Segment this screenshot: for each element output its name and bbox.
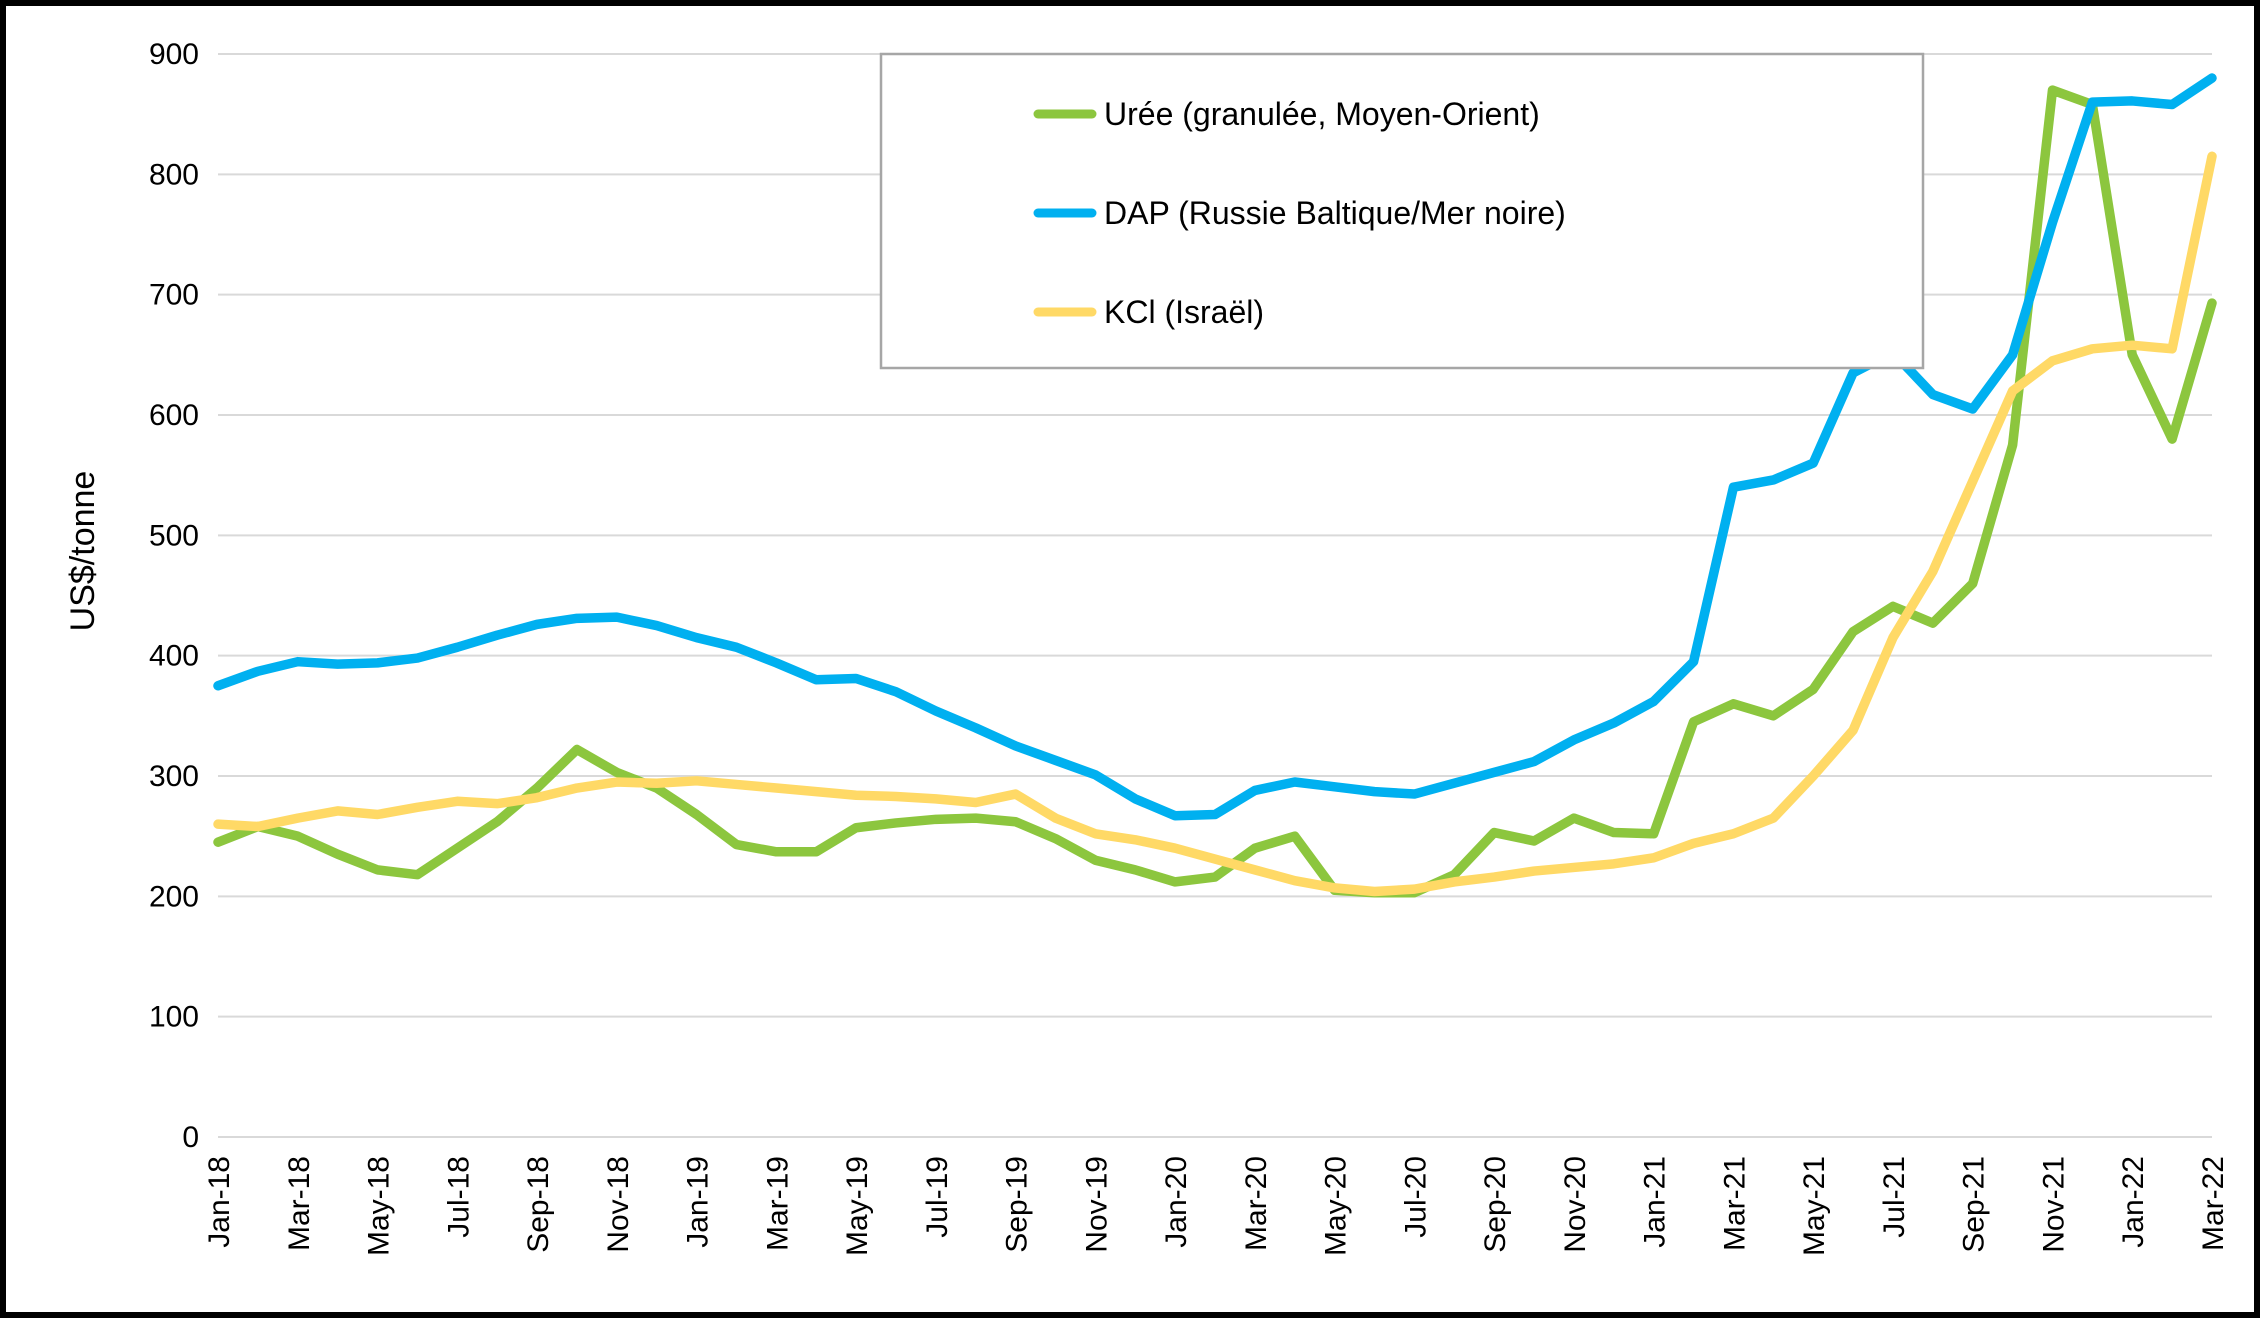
y-tick-label: 200	[149, 880, 199, 913]
x-tick-label: Mar-22	[2197, 1156, 2230, 1251]
series-line-kcl-isra-l[interactable]	[213, 151, 2217, 897]
x-tick-label: May-19	[841, 1156, 874, 1256]
legend-item-ur-e-granul-e-moyen-orient[interactable]: Urée (granulée, Moyen-Orient)	[1033, 96, 1540, 132]
x-tick-label: Mar-19	[761, 1156, 794, 1251]
legend-item-dap-russie-baltique-mer-noire[interactable]: DAP (Russie Baltique/Mer noire)	[1033, 195, 1566, 231]
x-tick-label: Mar-21	[1718, 1156, 1751, 1251]
x-tick-label: Jul-21	[1878, 1156, 1911, 1238]
legend-label-dap-russie-baltique-mer-noire: DAP (Russie Baltique/Mer noire)	[1104, 195, 1566, 231]
y-tick-label: 300	[149, 760, 199, 793]
x-tick-label: Nov-18	[602, 1156, 635, 1253]
x-tick-label: Sep-18	[522, 1156, 555, 1253]
x-tick-label: Jan-20	[1160, 1156, 1193, 1248]
series-line-ur-e-granul-e-moyen-orient[interactable]	[213, 85, 2217, 898]
x-tick-label: Jan-22	[2117, 1156, 2150, 1248]
x-tick-label: Jan-21	[1639, 1156, 1672, 1248]
x-tick-label: Jul-19	[921, 1156, 954, 1238]
y-tick-label: 400	[149, 640, 199, 673]
y-axis-title: US$/tonne	[64, 471, 102, 632]
x-tick-label: Mar-18	[283, 1156, 316, 1251]
legend-item-kcl-isra-l[interactable]: KCl (Israël)	[1033, 294, 1264, 330]
y-tick-label: 100	[149, 1001, 199, 1034]
x-tick-label: Jan-19	[682, 1156, 715, 1248]
x-tick-label: Mar-20	[1240, 1156, 1273, 1251]
x-tick-label: Nov-19	[1080, 1156, 1113, 1253]
y-tick-label: 0	[182, 1121, 199, 1154]
legend-label-kcl-isra-l: KCl (Israël)	[1104, 294, 1264, 330]
x-tick-label: Jul-18	[442, 1156, 475, 1238]
x-tick-label: Nov-21	[2037, 1156, 2070, 1253]
y-tick-label: 500	[149, 519, 199, 552]
x-tick-label: Jan-18	[203, 1156, 236, 1248]
price-chart: 0 100 200 300 400 500 600 700 800 900 Jan-18 Mar-18…	[64, 38, 2230, 1256]
x-tick-label: Jul-20	[1399, 1156, 1432, 1238]
x-tick-label: Nov-20	[1559, 1156, 1592, 1253]
x-tick-label: May-21	[1798, 1156, 1831, 1256]
y-tick-label: 900	[149, 38, 199, 71]
x-tick-label: May-18	[363, 1156, 396, 1256]
x-tick-label: May-20	[1320, 1156, 1353, 1256]
y-tick-label: 700	[149, 279, 199, 312]
legend-label-ur-e-granul-e-moyen-orient: Urée (granulée, Moyen-Orient)	[1104, 96, 1540, 132]
y-tick-label: 800	[149, 158, 199, 191]
x-tick-label: Sep-19	[1001, 1156, 1034, 1253]
x-tick-label: Sep-20	[1479, 1156, 1512, 1253]
y-tick-label: 600	[149, 399, 199, 432]
x-tick-label: Sep-21	[1958, 1156, 1991, 1253]
